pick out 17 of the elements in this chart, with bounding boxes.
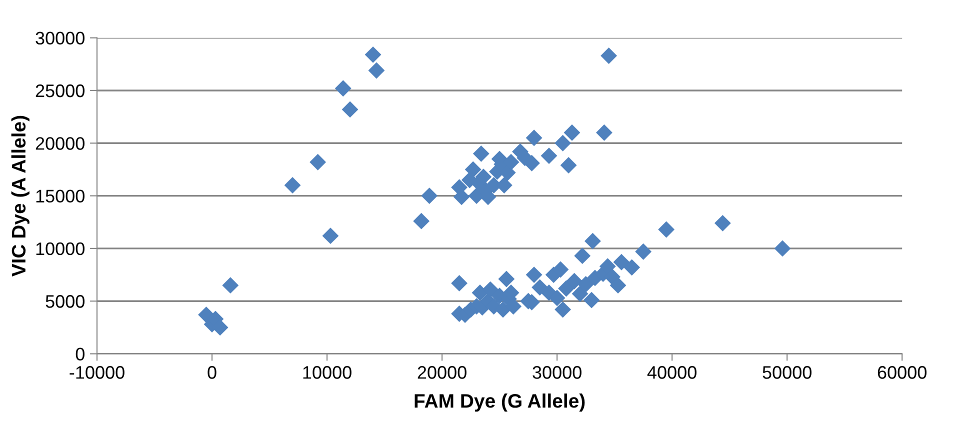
x-tick-label: 50000	[762, 366, 812, 379]
x-tick-label: 10000	[303, 366, 352, 379]
x-tick-label: 60000	[878, 366, 926, 379]
x-tick-label: 30000	[532, 366, 582, 379]
x-tick-label: 0	[208, 366, 216, 379]
x-tick-label: 20000	[418, 366, 466, 379]
x-tick-label: 40000	[647, 366, 696, 379]
x-tick-label: -10000	[70, 366, 124, 379]
y-tick-label: 5000	[46, 295, 84, 308]
y-tick-label: 25000	[36, 84, 84, 98]
y-tick-label: 30000	[36, 32, 84, 45]
y-tick-label: 10000	[36, 242, 84, 256]
x-axis-title: FAM Dye (G Allele)	[414, 394, 585, 412]
y-tick-label: 0	[76, 348, 84, 360]
y-tick-label: 15000	[36, 190, 84, 203]
y-axis-title: VIC Dye (A Allele)	[11, 116, 30, 277]
y-tick-label: 20000	[36, 137, 84, 150]
